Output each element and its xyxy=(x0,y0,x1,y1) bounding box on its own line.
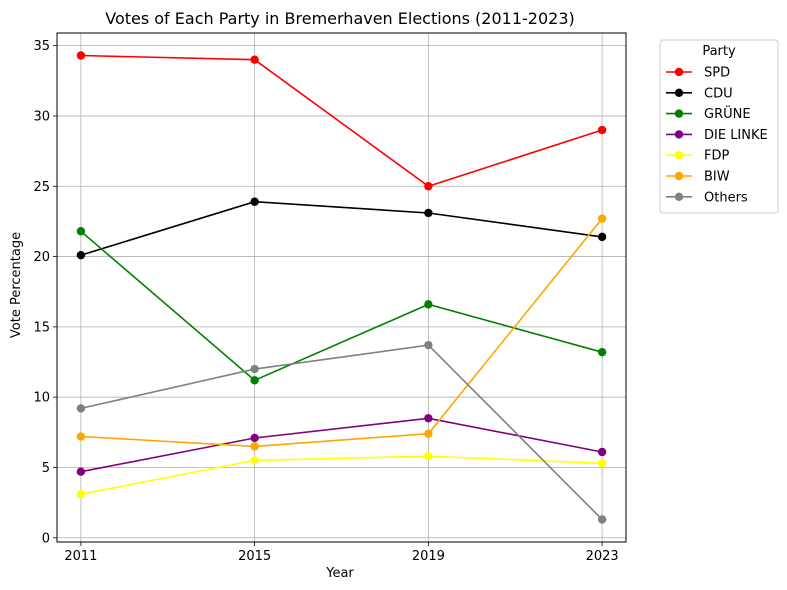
x-axis-label: Year xyxy=(325,566,354,581)
series-layer xyxy=(76,51,607,524)
data-point-cdu xyxy=(250,197,259,206)
legend-label: FDP xyxy=(704,149,729,164)
series-fdp xyxy=(76,452,607,499)
chart-title: Votes of Each Party in Bremerhaven Elect… xyxy=(105,9,575,28)
data-point-spd xyxy=(424,182,433,191)
series-gr-ne xyxy=(76,227,607,385)
data-point-fdp xyxy=(250,456,259,465)
series-cdu xyxy=(76,197,607,260)
data-point-cdu xyxy=(597,232,607,242)
series-line-spd xyxy=(80,54,603,188)
legend-swatch-marker xyxy=(674,109,684,118)
data-point-biw xyxy=(424,429,433,438)
data-point-die-linke xyxy=(76,467,86,476)
data-point-spd xyxy=(597,125,607,135)
data-point-biw xyxy=(597,214,607,223)
legend-item-die-linke: DIE LINKE xyxy=(666,128,768,143)
series-line-others xyxy=(80,344,603,521)
legend-items: SPD CDU GRÜNE DIE LINKE FDP BIW Others xyxy=(666,66,768,205)
y-tick-label: 5 xyxy=(42,461,50,476)
data-point-others xyxy=(597,515,607,524)
y-tick-label: 10 xyxy=(33,391,50,406)
data-point-die-linke xyxy=(597,447,607,457)
data-point-gr-ne xyxy=(424,300,433,309)
y-axis-label: Vote Percentage xyxy=(9,232,24,338)
data-point-spd xyxy=(76,51,86,60)
data-point-spd xyxy=(250,55,259,64)
legend-label: CDU xyxy=(704,86,733,101)
data-point-biw xyxy=(250,442,259,451)
x-tick-label: 2011 xyxy=(64,549,97,564)
legend: Party SPD CDU GRÜNE DIE LINKE FDP BIW Others xyxy=(659,39,779,214)
legend-item-spd: SPD xyxy=(666,66,730,81)
y-tick-label: 25 xyxy=(33,180,50,195)
data-point-die-linke xyxy=(250,433,259,443)
data-point-fdp xyxy=(597,459,607,468)
y-tick-label: 20 xyxy=(33,250,50,265)
y-tick-label: 30 xyxy=(33,109,50,124)
legend-title: Party xyxy=(702,44,736,59)
series-line-die-linke xyxy=(80,417,603,473)
y-tick-label: 35 xyxy=(33,39,50,54)
data-point-gr-ne xyxy=(597,347,607,357)
data-point-others xyxy=(424,340,433,350)
data-point-others xyxy=(250,364,259,374)
series-spd xyxy=(76,51,607,191)
data-point-gr-ne xyxy=(76,227,86,236)
legend-frame xyxy=(659,39,779,214)
series-line-gr-ne xyxy=(80,230,603,382)
x-tick-label: 2023 xyxy=(586,549,619,564)
legend-swatch-marker xyxy=(674,192,684,201)
data-point-gr-ne xyxy=(250,376,259,385)
legend-item-gr-ne: GRÜNE xyxy=(666,105,751,122)
series-line-biw xyxy=(80,218,603,448)
series-biw xyxy=(76,214,607,451)
legend-label: GRÜNE xyxy=(704,105,751,122)
legend-swatch-marker xyxy=(674,67,684,77)
legend-swatch-marker xyxy=(674,151,684,160)
y-tick-label: 15 xyxy=(33,320,50,335)
x-tick-label: 2019 xyxy=(412,549,445,564)
series-line-fdp xyxy=(80,455,603,495)
legend-item-fdp: FDP xyxy=(666,149,729,164)
legend-swatch-marker xyxy=(674,88,684,98)
legend-item-cdu: CDU xyxy=(666,86,733,101)
y-tick-label: 0 xyxy=(42,531,50,546)
data-point-biw xyxy=(76,432,86,441)
data-point-die-linke xyxy=(424,414,433,423)
legend-label: DIE LINKE xyxy=(704,128,768,143)
data-point-cdu xyxy=(424,208,433,218)
data-point-fdp xyxy=(424,452,433,461)
series-others xyxy=(76,340,607,524)
legend-label: BIW xyxy=(704,170,730,185)
legend-swatch-marker xyxy=(674,171,684,181)
axis-ticks: 0 5 10 15 20 25 30 35 2011 2015 2019 2023 xyxy=(33,39,618,564)
data-point-fdp xyxy=(76,489,86,499)
legend-label: Others xyxy=(704,190,748,205)
legend-swatch-marker xyxy=(674,130,684,139)
legend-label: SPD xyxy=(704,66,730,81)
data-point-others xyxy=(76,404,86,413)
legend-item-others: Others xyxy=(666,190,748,205)
x-tick-label: 2015 xyxy=(238,549,271,564)
legend-item-biw: BIW xyxy=(666,170,730,185)
series-line-cdu xyxy=(80,200,603,256)
data-point-cdu xyxy=(76,250,86,260)
plot-frame xyxy=(56,32,627,543)
series-die-linke xyxy=(76,414,607,476)
